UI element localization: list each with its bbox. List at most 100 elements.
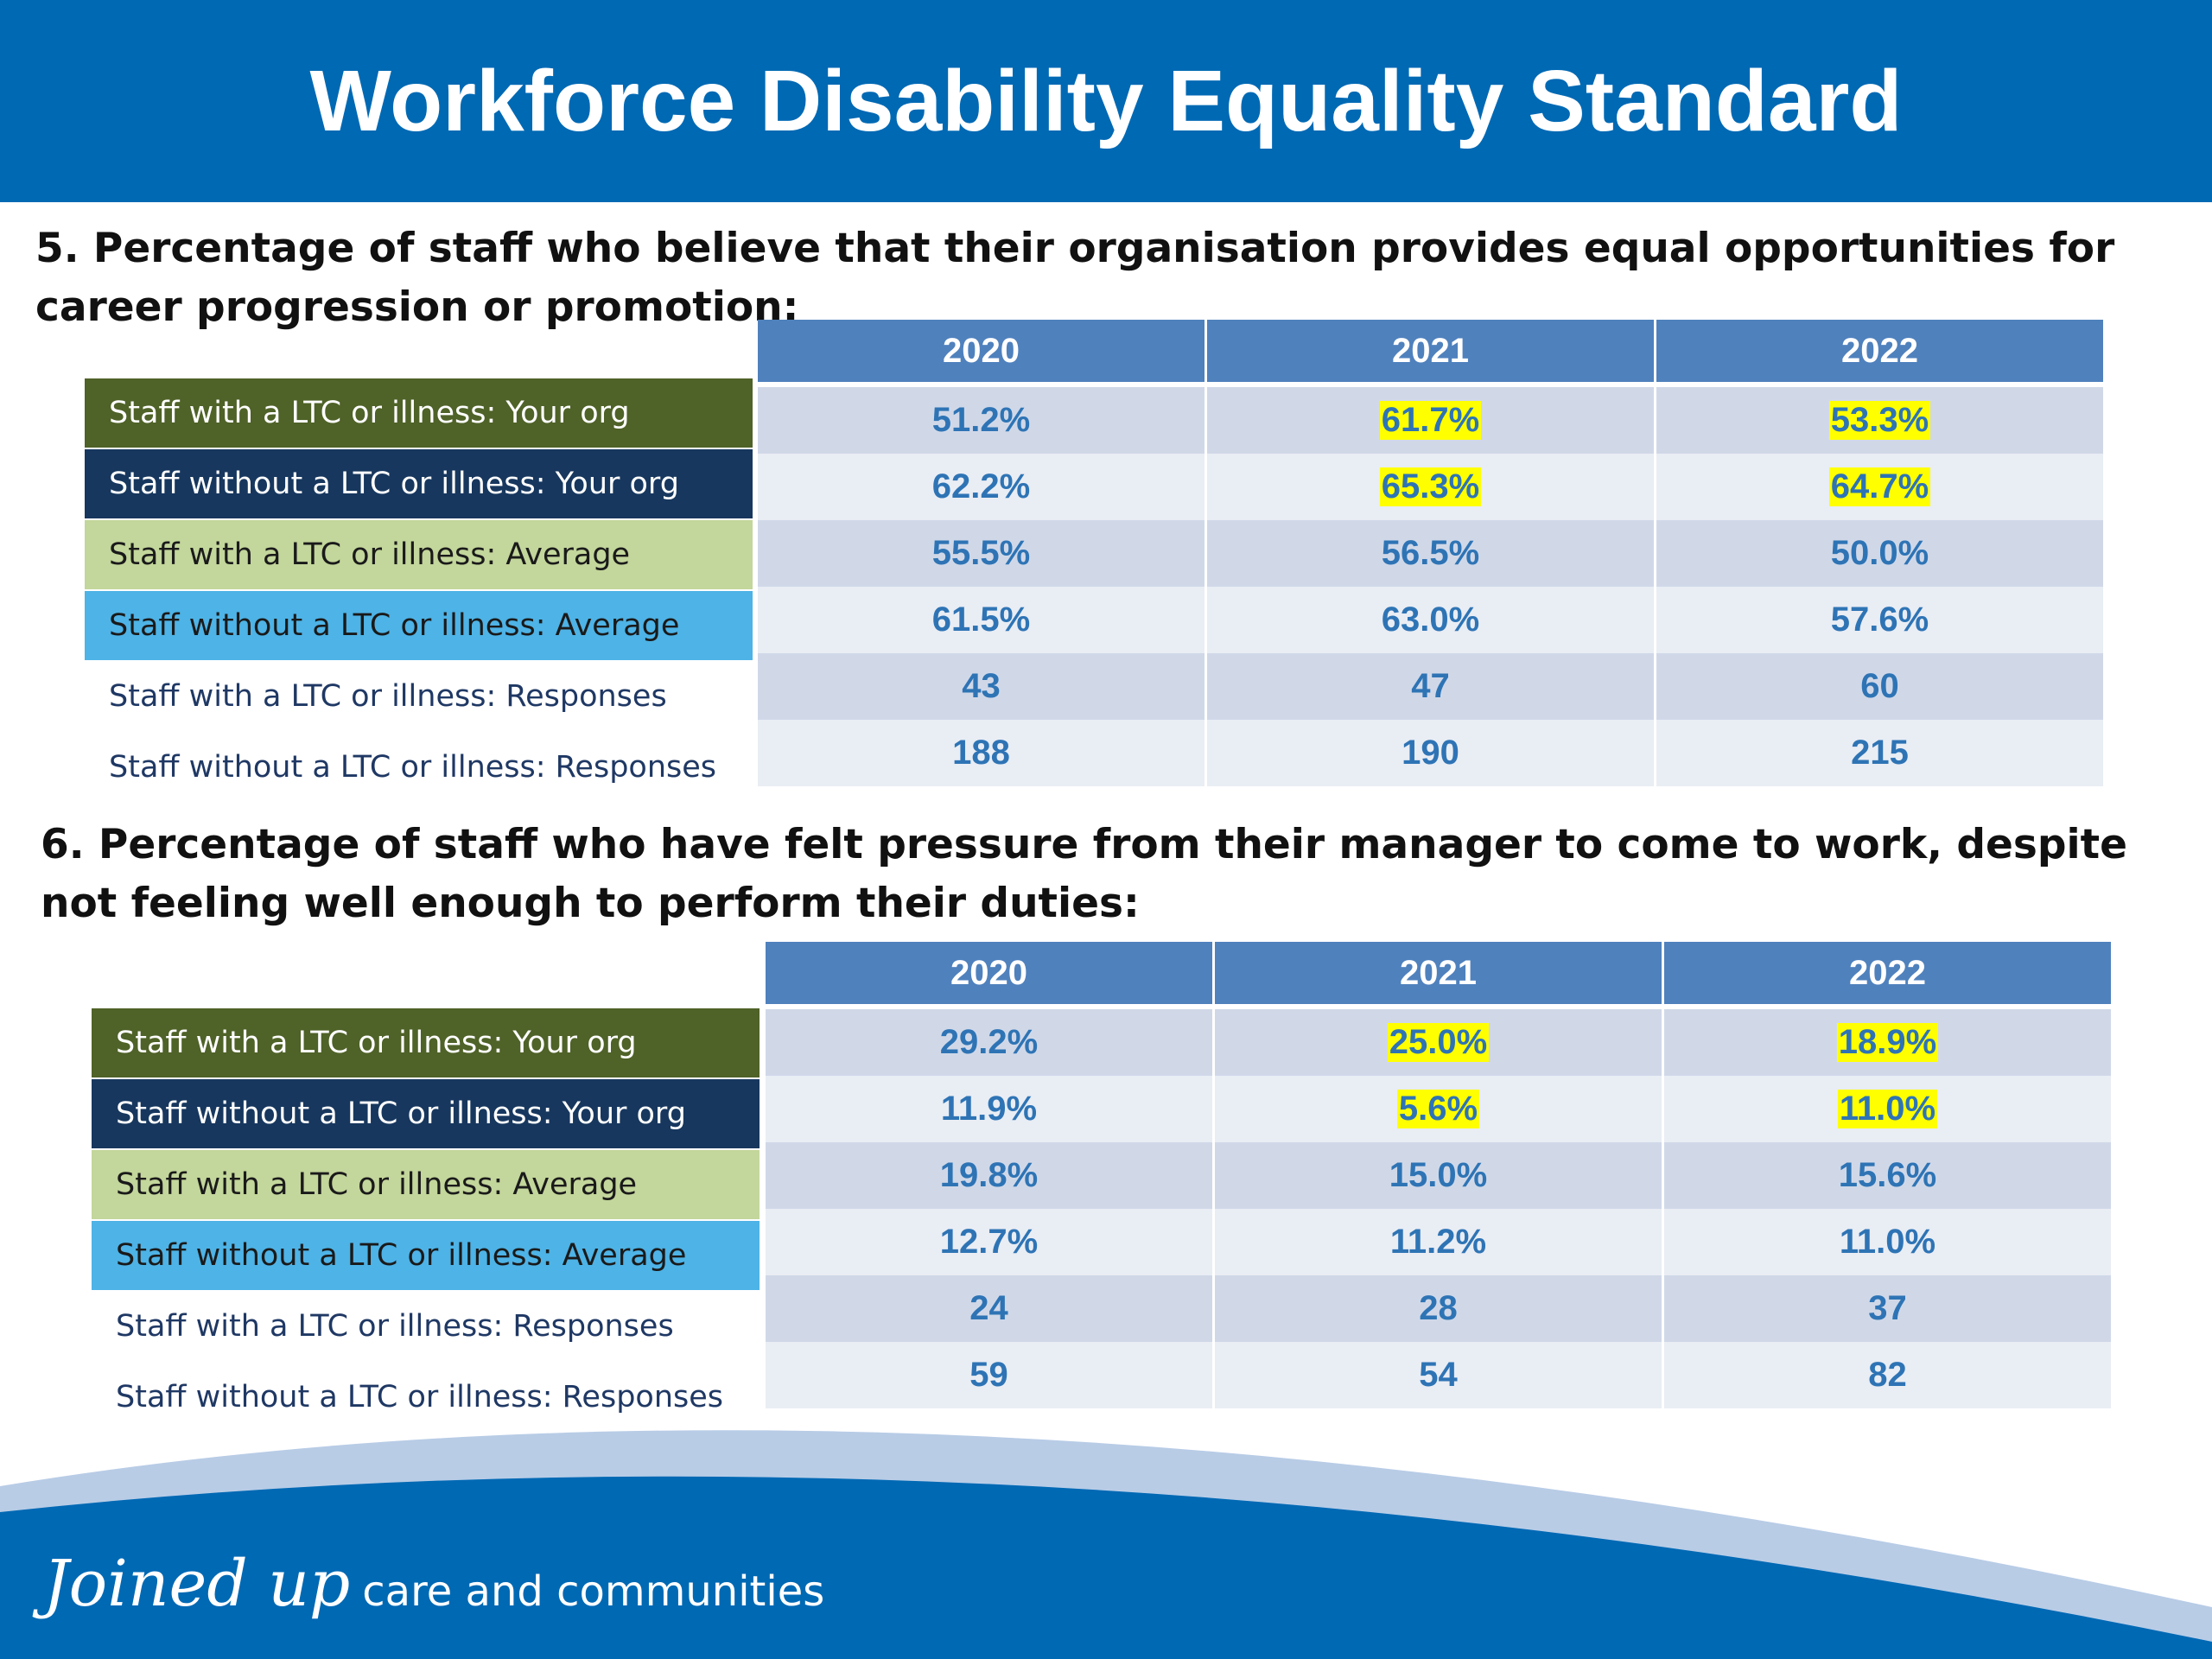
- highlighted-value: 64.7%: [1828, 467, 1931, 506]
- row-label-text: Staff without a LTC or illness: Average: [109, 608, 680, 643]
- tagline-text: care and communities: [362, 1567, 825, 1616]
- cell-value: 56.5%: [1381, 534, 1480, 572]
- table-cell: 64.7%: [1656, 454, 2103, 520]
- table-cell: 82: [1664, 1342, 2111, 1408]
- year-header: 2020: [758, 320, 1205, 382]
- cell-value: 12.7%: [939, 1223, 1039, 1261]
- highlighted-value: 11.0%: [1837, 1090, 1938, 1128]
- q5-question: 5. Percentage of staff who believe that …: [35, 225, 2115, 331]
- cell-value: 28: [1419, 1289, 1458, 1327]
- table-row: 11.9% 5.6% 11.0%: [766, 1076, 2112, 1142]
- footer-wave: [0, 1430, 2212, 1659]
- cell-value: 61.5%: [931, 601, 1031, 639]
- q6-question: 6. Percentage of staff who have felt pre…: [41, 821, 2127, 927]
- table-cell: 25.0%: [1215, 1009, 1662, 1076]
- table-cell: 11.2%: [1215, 1209, 1662, 1275]
- highlighted-value: 65.3%: [1379, 467, 1482, 506]
- row-label: Staff without a LTC or illness: Your org: [85, 449, 753, 518]
- cell-value: 37: [1868, 1289, 1907, 1327]
- cell-value: 47: [1411, 667, 1450, 705]
- row-label-text: Staff without a LTC or illness: Your org: [116, 1096, 686, 1131]
- year-header: 2020: [766, 942, 1212, 1004]
- cell-value: 51.2%: [931, 401, 1031, 439]
- year-header: 2022: [1656, 320, 2103, 382]
- table-cell: 51.2%: [758, 387, 1205, 454]
- table-cell: 55.5%: [758, 520, 1205, 587]
- q5-table: 2020 2021 2022 51.2% 61.7% 53.3% 62.2% 65.3% 64.…: [758, 320, 2104, 786]
- table-row: 12.7% 11.2% 11.0%: [766, 1209, 2112, 1275]
- table-row: 19.8% 15.0% 15.6%: [766, 1142, 2112, 1209]
- year-header: 2022: [1664, 942, 2111, 1004]
- cell-value: 19.8%: [939, 1156, 1039, 1194]
- table-cell: 29.2%: [766, 1009, 1212, 1076]
- q6-table: 2020 2021 2022 29.2% 25.0% 18.9% 11.9% 5.6% 11.0…: [766, 942, 2112, 1408]
- year-header: 2021: [1207, 320, 1654, 382]
- row-label: Staff without a LTC or illness: Average: [85, 591, 753, 660]
- table-cell: 50.0%: [1656, 520, 2103, 587]
- table-cell: 43: [758, 653, 1205, 720]
- cell-value: 59: [969, 1356, 1008, 1394]
- table-row: 43 47 60: [758, 653, 2104, 720]
- table-cell: 19.8%: [766, 1142, 1212, 1209]
- table-header-row: 2020 2021 2022: [758, 320, 2104, 382]
- table-header-row: 2020 2021 2022: [766, 942, 2112, 1004]
- header-banner: [0, 0, 2212, 202]
- table-cell: 61.5%: [758, 587, 1205, 653]
- cell-value: 11.0%: [1839, 1223, 1936, 1261]
- cell-value: 15.6%: [1838, 1156, 1937, 1194]
- table-row: 55.5% 56.5% 50.0%: [758, 520, 2104, 587]
- table-cell: 53.3%: [1656, 387, 2103, 454]
- table-row: 188 190 215: [758, 720, 2104, 786]
- cell-value: 60: [1860, 667, 1899, 705]
- table-cell: 15.6%: [1664, 1142, 2111, 1209]
- cell-value: 15.0%: [1389, 1156, 1488, 1194]
- cell-value: 63.0%: [1381, 601, 1480, 639]
- row-label: Staff without a LTC or illness: Response…: [85, 733, 753, 802]
- q6-row-labels: Staff with a LTC or illness: Your org Sta…: [92, 1008, 760, 1433]
- table-cell: 15.0%: [1215, 1142, 1662, 1209]
- table-row: 59 54 82: [766, 1342, 2112, 1408]
- row-label-text: Staff with a LTC or illness: Responses: [109, 679, 667, 714]
- cell-value: 188: [952, 734, 1010, 772]
- table-cell: 63.0%: [1207, 587, 1654, 653]
- year-header: 2021: [1215, 942, 1662, 1004]
- cell-value: 54: [1419, 1356, 1458, 1394]
- row-label-text: Staff with a LTC or illness: Average: [116, 1167, 638, 1202]
- highlighted-value: 5.6%: [1396, 1090, 1480, 1128]
- table-cell: 12.7%: [766, 1209, 1212, 1275]
- row-label-text: Staff without a LTC or illness: Response…: [116, 1380, 724, 1414]
- cell-value: 43: [962, 667, 1001, 705]
- table-cell: 11.0%: [1664, 1076, 2111, 1142]
- row-label-text: Staff with a LTC or illness: Your org: [116, 1026, 637, 1060]
- table-row: 51.2% 61.7% 53.3%: [758, 387, 2104, 454]
- cell-value: 11.9%: [940, 1090, 1038, 1128]
- row-label: Staff without a LTC or illness: Average: [92, 1221, 760, 1290]
- cell-value: 82: [1868, 1356, 1907, 1394]
- table-cell: 57.6%: [1656, 587, 2103, 653]
- table-cell: 215: [1656, 720, 2103, 786]
- row-label-text: Staff with a LTC or illness: Your org: [109, 396, 630, 430]
- table-cell: 54: [1215, 1342, 1662, 1408]
- cell-value: 50.0%: [1830, 534, 1929, 572]
- cell-value: 190: [1402, 734, 1459, 772]
- row-label: Staff with a LTC or illness: Your org: [92, 1008, 760, 1077]
- row-label: Staff with a LTC or illness: Responses: [92, 1292, 760, 1361]
- table-cell: 62.2%: [758, 454, 1205, 520]
- table-cell: 47: [1207, 653, 1654, 720]
- cell-value: 55.5%: [931, 534, 1031, 572]
- row-label: Staff with a LTC or illness: Average: [85, 520, 753, 589]
- row-label: Staff without a LTC or illness: Response…: [92, 1363, 760, 1432]
- table-cell: 18.9%: [1664, 1009, 2111, 1076]
- table-cell: 60: [1656, 653, 2103, 720]
- tagline-script: Joined up: [43, 1547, 351, 1621]
- table-cell: 37: [1664, 1275, 2111, 1342]
- table-cell: 24: [766, 1275, 1212, 1342]
- cell-value: 29.2%: [939, 1023, 1039, 1061]
- table-cell: 65.3%: [1207, 454, 1654, 520]
- row-label: Staff without a LTC or illness: Your org: [92, 1079, 760, 1148]
- cell-value: 215: [1851, 734, 1909, 772]
- highlighted-value: 61.7%: [1379, 401, 1482, 440]
- q5-row-labels: Staff with a LTC or illness: Your org Sta…: [85, 378, 753, 804]
- cell-value: 57.6%: [1830, 601, 1929, 639]
- page-title: Workforce Disability Equality Standard: [309, 53, 1903, 149]
